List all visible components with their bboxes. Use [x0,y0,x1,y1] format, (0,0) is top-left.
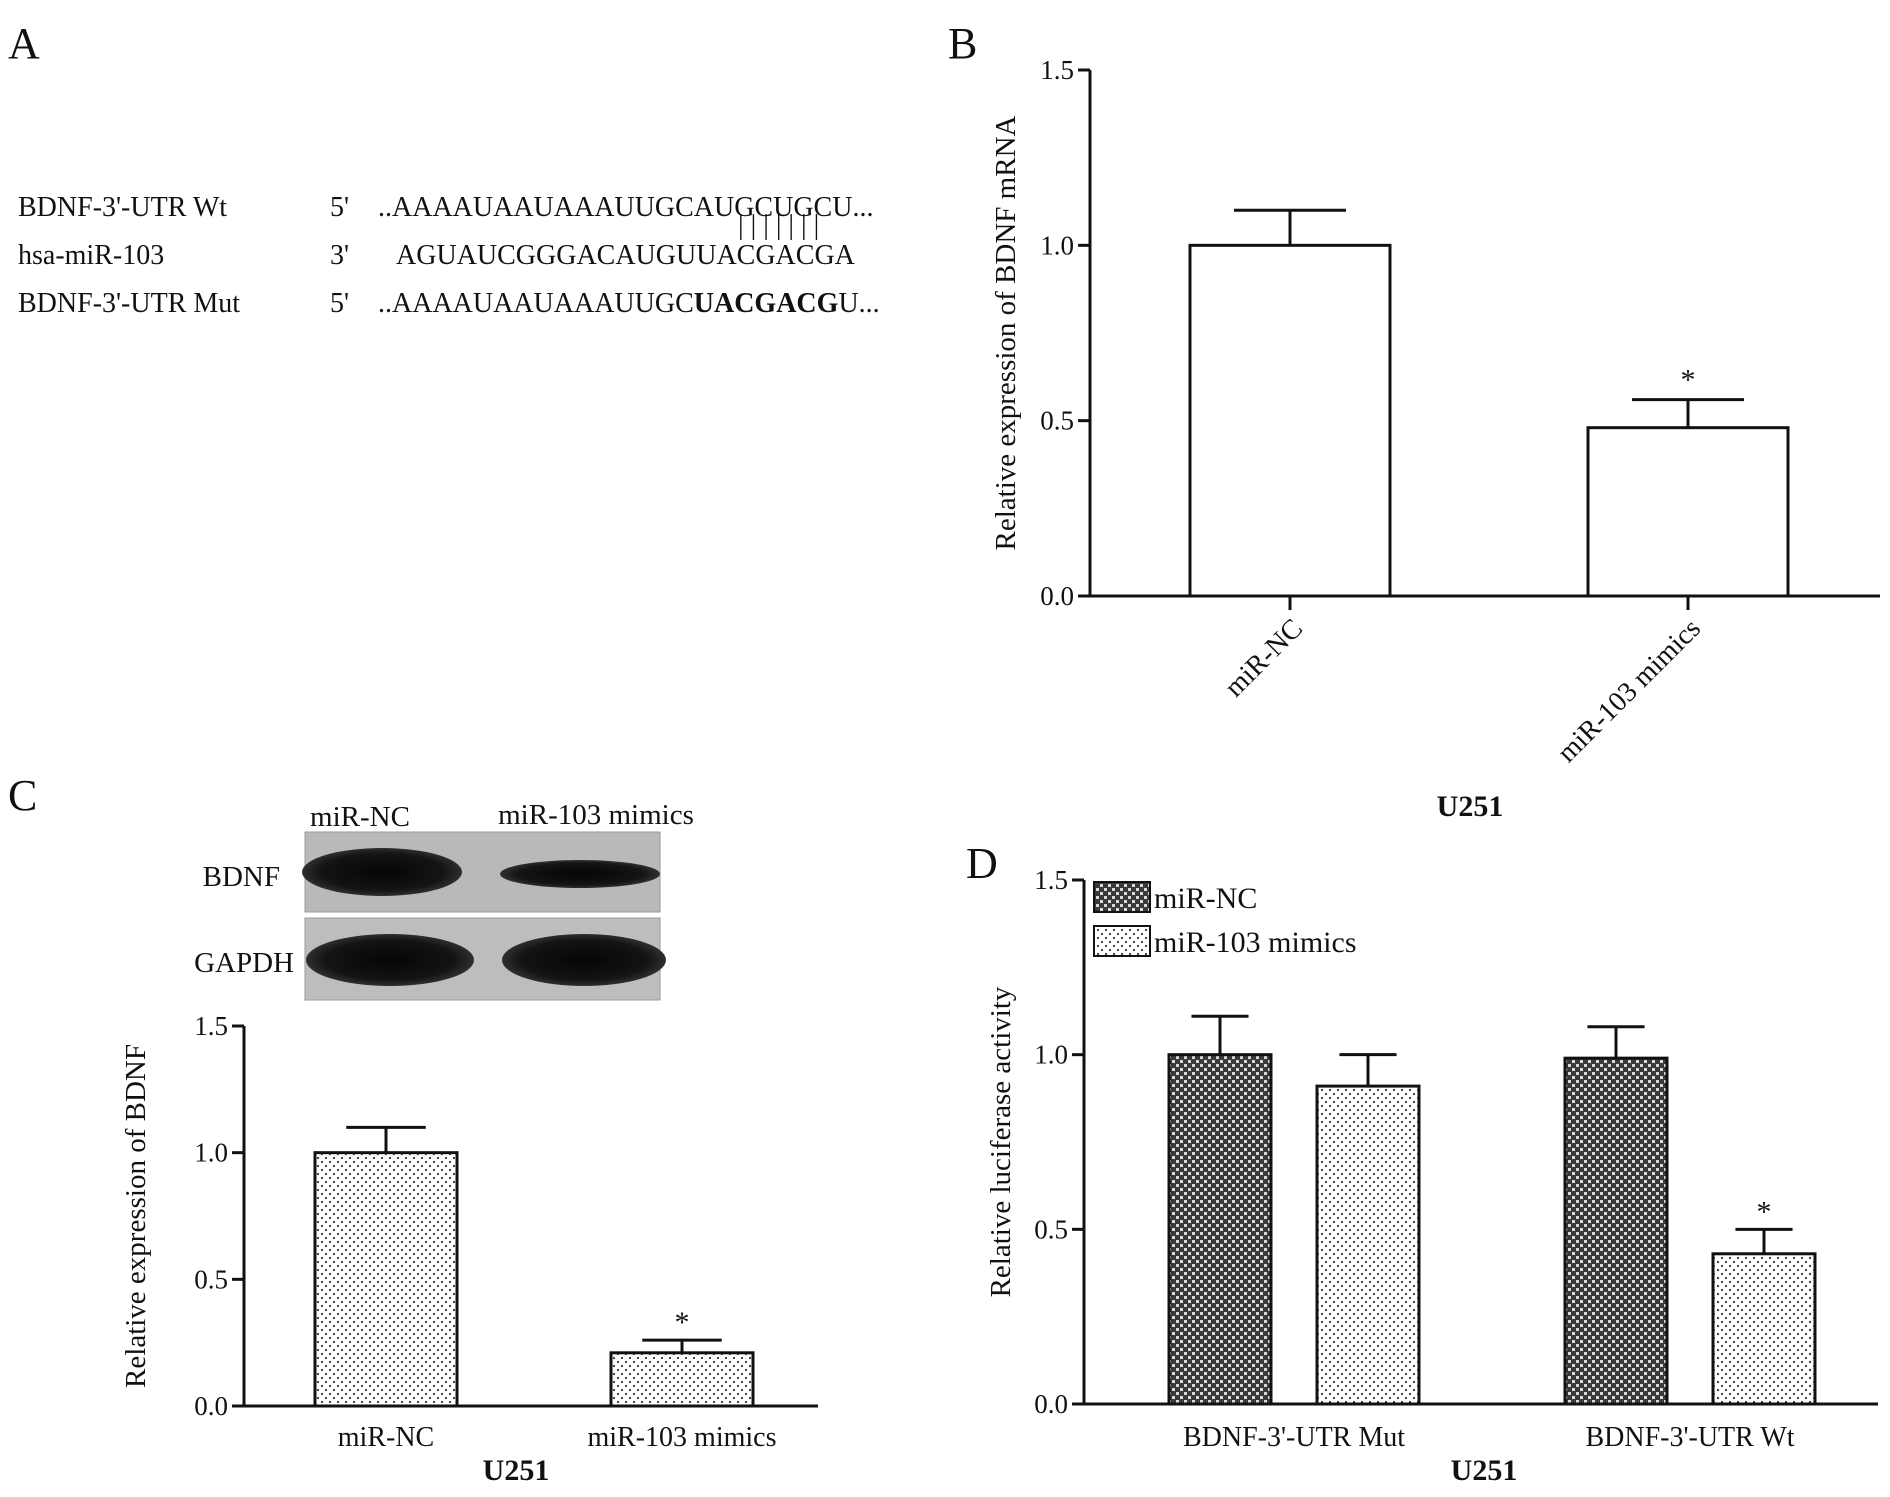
seq-row-name: hsa-miR-103 [18,240,164,271]
x-group-label: U251 [1451,1454,1518,1487]
y-tick-label: 1.5 [1040,55,1074,85]
y-tick-label: 1.5 [194,1011,228,1041]
y-tick-label: 1.0 [194,1138,228,1168]
bar [1167,1053,1273,1406]
seq-prefix: AGUAUCGGGACAUGUUACGACGA [396,240,856,271]
legend-swatch [1093,881,1151,913]
significance-marker: * [1681,364,1696,397]
chart-panel-c: 0.0 0.5 1.0 1.5 Relative expression of BDNF m… [120,1011,818,1487]
panel-letter-b: B [948,19,977,68]
y-tick-label: 0.5 [1034,1214,1068,1244]
blot-band-gapdh-mimics [502,934,666,986]
seq-bold: UACGACG [694,288,839,319]
pairing-marks: | | | | | | | [738,210,819,241]
blot-band-bdnf-mimics [500,860,660,888]
panel-letter-c: C [8,771,37,820]
seq-row-end: 5' [330,288,349,319]
x-category-label: miR-NC [1219,613,1309,703]
x-group-label: U251 [1437,790,1504,823]
legend-label: miR-NC [1154,882,1257,915]
x-category-label: miR-103 mimics [588,1422,777,1453]
x-category-label: BDNF-3'-UTR Wt [1585,1422,1794,1453]
chart-panel-b: 0.0 0.5 1.0 1.5 Relative expression of BDNF … [990,55,1880,823]
legend-label: miR-103 mimics [1154,926,1357,959]
panel-letter-a: A [8,19,40,68]
bar [1711,1252,1817,1406]
bar [313,1151,459,1408]
chart-panel-d: 0.0 0.5 1.0 1.5 Relative luciferase activity… [985,865,1878,1487]
seq-suffix: U... [838,288,879,319]
seq-row-sequence: AGUAUCGGGACAUGUUACGACGA [396,240,856,271]
significance-marker: * [675,1306,690,1339]
y-tick-label: 1.0 [1040,230,1074,260]
y-tick-label: 0.0 [194,1391,228,1421]
y-tick-label: 0.5 [1040,406,1074,436]
blot-band-bdnf-nc [302,848,462,896]
bar [1563,1056,1669,1406]
blot-row-label: GAPDH [194,947,294,979]
y-tick-label: 1.0 [1034,1040,1068,1070]
sequence-alignment: BDNF-3'-UTR Wt 5' ..AAAAUAAUAAAUUGCAUGCU… [18,192,880,319]
y-tick-label: 1.5 [1034,865,1068,895]
blot-row-label: BDNF [203,861,280,893]
seq-row-name: BDNF-3'-UTR Mut [18,288,240,319]
seq-prefix: ..AAAAUAAUAAAUUGC [378,288,694,319]
western-blot: miR-NC miR-103 mimics BDNF GAPDH [194,799,694,1001]
significance-marker: * [1757,1195,1772,1228]
x-category-label: miR-103 mimics [1551,613,1707,769]
blot-lane-label: miR-103 mimics [498,799,694,831]
y-tick-label: 0.0 [1040,581,1074,611]
seq-prefix: ..AAAAUAAUAAAUUGCAUGCUGCU... [378,192,873,223]
x-category-label: BDNF-3'-UTR Mut [1183,1422,1405,1453]
bar [1315,1084,1421,1406]
blot-band-gapdh-nc [306,934,474,986]
bar [1586,426,1790,598]
bar [609,1351,755,1408]
seq-row-end: 3' [330,240,349,271]
bar [1188,243,1392,598]
y-tick-label: 0.0 [1034,1389,1068,1419]
blot-lane-label: miR-NC [310,801,410,833]
seq-row-sequence: ..AAAAUAAUAAAUUGCAUGCUGCU... [378,192,873,223]
y-axis-label: Relative expression of BDNF mRNA [990,115,1022,550]
y-axis-label: Relative luciferase activity [985,986,1017,1297]
seq-row-sequence: ..AAAAUAAUAAAUUGCUACGACGU... [378,288,880,319]
x-group-label: U251 [483,1454,550,1487]
legend-swatch [1093,925,1151,957]
seq-row-end: 5' [330,192,349,223]
seq-row-name: BDNF-3'-UTR Wt [18,192,227,223]
y-tick-label: 0.5 [194,1264,228,1294]
panel-letter-d: D [966,839,998,888]
y-axis-label: Relative expression of BDNF [120,1044,152,1388]
x-category-label: miR-NC [338,1422,434,1453]
